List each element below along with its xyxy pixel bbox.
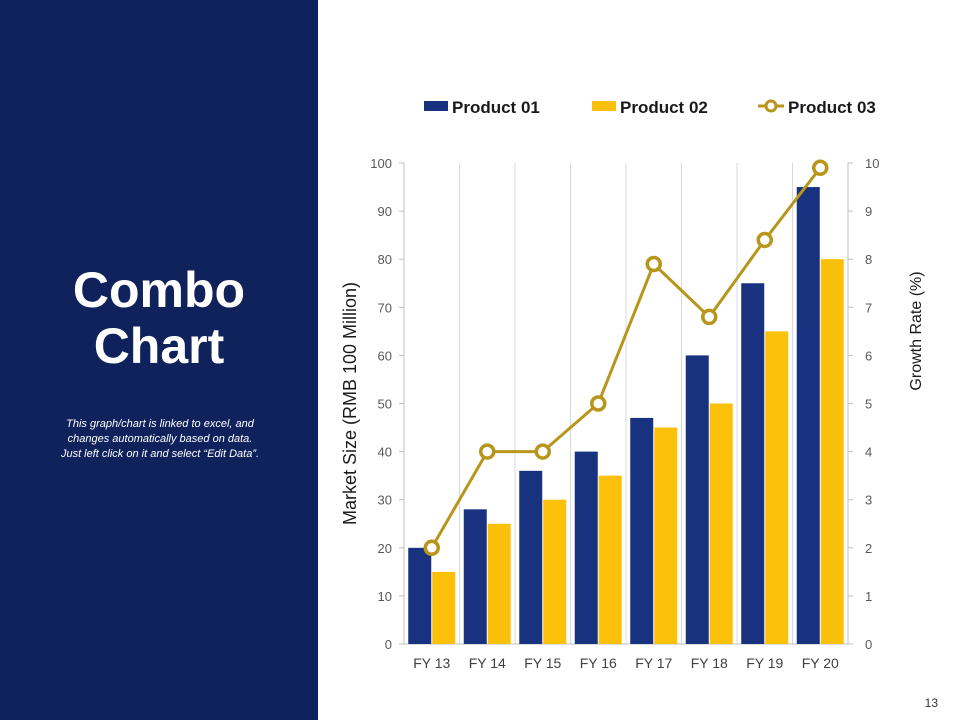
y2-tick-label: 10 [865,156,879,171]
bar-product-02 [820,259,844,644]
y-tick-label: 0 [385,637,392,652]
y2-tick-label: 2 [865,541,872,556]
x-tick-label: FY 19 [746,655,783,671]
y-tick-label: 100 [370,156,392,171]
y2-tick-label: 0 [865,637,872,652]
point-product-03 [756,231,773,249]
legend-swatch-product-02 [592,101,616,111]
x-tick-label: FY 16 [580,655,617,671]
x-tick-label: FY 13 [413,655,450,671]
y2-tick-label: 5 [865,397,872,412]
page-number: 13 [924,696,938,710]
point-product-03 [645,255,662,273]
y2-tick-label: 1 [865,589,872,604]
y-tick-label: 90 [378,204,392,219]
y-tick-label: 80 [378,252,392,267]
legend-label-product-02: Product 02 [620,98,708,117]
y-tick-label: 70 [378,300,392,315]
slide-title-line: Chart [93,318,225,374]
point-product-03 [534,443,551,460]
bar-product-01 [519,470,543,644]
combo-chart[interactable]: 0 10 20 30 40 50 60 70 80 90 100 0 1 2 3 4 5 6 7 8 9 10 FY 13 F… [318,0,960,720]
y-tick-label: 30 [378,493,392,508]
line-product-03 [430,166,822,549]
y2-tick-label: 9 [865,204,872,219]
x-tick-label: FY 15 [524,655,561,671]
legend-marker-product-03 [764,99,778,113]
slide-title: Combo Chart [0,262,318,374]
point-product-03 [590,395,607,412]
x-tick-label: FY 17 [635,655,672,671]
x-tick-label: FY 14 [469,655,506,671]
y-axis-title: Market Size (RMB 100 Million) [340,282,360,525]
legend-label-product-03: Product 03 [788,98,876,117]
bar-product-01 [630,417,654,644]
bar-product-01 [685,355,709,644]
y-tick-label: 50 [378,397,392,412]
y-tick-label: 20 [378,541,392,556]
bar-product-01 [574,451,598,644]
bar-product-01 [408,547,432,644]
y2-axis-title: Growth Rate (%) [908,271,925,390]
y-tick-label: 10 [378,589,392,604]
legend-label-product-01: Product 01 [452,98,540,117]
slide-note-line: Just left click on it and select “Edit D… [60,448,260,460]
y2-tick-label: 3 [865,493,872,508]
bar-product-02 [598,475,622,644]
y-tick-label: 60 [378,348,392,363]
sidebar-panel: Combo Chart This graph/chart is linked t… [0,0,318,720]
bar-product-02 [432,571,456,644]
slide-note-line: changes automatically based on data. [67,433,253,445]
bar-product-01 [741,283,765,644]
bar-product-02 [487,523,511,644]
y2-tick-label: 6 [865,348,872,363]
slide-note: This graph/chart is linked to excel, and… [30,417,290,462]
bar-product-02 [765,331,789,644]
point-product-03 [479,443,496,460]
x-tick-label: FY 18 [691,655,728,671]
legend-swatch-product-01 [424,101,448,111]
y2-tick-label: 4 [865,445,872,460]
y2-tick-label: 8 [865,252,872,267]
point-product-03 [701,308,718,326]
bar-product-02 [543,499,567,644]
y2-tick-label: 7 [865,300,872,315]
slide-note-line: This graph/chart is linked to excel, and [66,418,254,430]
point-product-03 [812,159,829,177]
bar-product-02 [709,403,733,644]
bar-product-01 [463,509,487,644]
y-tick-label: 40 [378,445,392,460]
point-product-03 [423,539,440,557]
bar-product-02 [654,427,678,644]
slide-title-line: Combo [72,262,246,318]
x-tick-label: FY 20 [802,655,839,671]
bar-product-01 [796,187,820,645]
